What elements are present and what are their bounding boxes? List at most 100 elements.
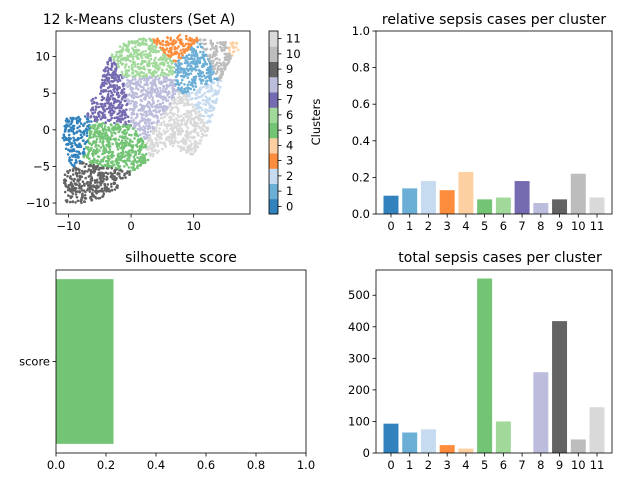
scatter-point <box>194 39 198 43</box>
scatter-point <box>157 89 160 93</box>
scatter-point <box>131 41 135 45</box>
scatter-point <box>211 113 214 117</box>
scatter-point <box>162 107 166 110</box>
scatter-point <box>157 133 161 136</box>
scatter-point <box>189 61 193 64</box>
scatter-point <box>96 165 100 168</box>
scatter-point <box>195 54 199 58</box>
scatter-point <box>172 89 175 92</box>
scatter-point <box>131 66 134 69</box>
scatter-point <box>99 92 103 95</box>
scatter-point <box>220 63 223 66</box>
scatter-point <box>119 73 122 77</box>
scatter-point <box>87 157 91 160</box>
scatter-point <box>93 111 97 114</box>
scatter-point <box>179 68 183 71</box>
scatter-point <box>189 132 192 135</box>
scatter-point <box>103 182 106 186</box>
scatter-point <box>161 68 164 72</box>
scatter-point <box>79 136 83 140</box>
scatter-point <box>118 106 122 109</box>
scatter-point <box>184 134 187 137</box>
scatter-point <box>105 107 108 111</box>
colorbar-segment <box>269 92 278 108</box>
colorbar-tick-label: 6 <box>286 108 293 122</box>
scatter-point <box>219 79 223 83</box>
scatter-point <box>121 149 125 153</box>
scatter-point <box>138 144 142 148</box>
colorbar-segment <box>269 122 278 139</box>
bar-8 <box>533 372 549 453</box>
scatter-point <box>217 68 220 71</box>
scatter-point <box>101 195 104 198</box>
scatter-point <box>128 99 131 102</box>
scatter-point <box>101 74 105 78</box>
scatter-point <box>66 153 70 156</box>
scatter-point <box>140 61 144 65</box>
scatter-point <box>77 115 80 119</box>
scatter-point <box>85 134 89 137</box>
scatter-point <box>118 55 121 59</box>
scatter-point <box>203 60 207 63</box>
scatter-point <box>125 144 128 147</box>
ytick-label: 0.8 <box>352 61 370 75</box>
scatter-point <box>164 105 168 108</box>
scatter-point <box>74 117 78 120</box>
scatter-point <box>97 197 100 200</box>
bar-6 <box>495 197 511 214</box>
bar-4 <box>458 171 474 214</box>
scatter-point <box>169 111 173 115</box>
scatter-point <box>177 115 181 119</box>
scatter-point <box>188 62 191 66</box>
scatter-point <box>151 62 154 65</box>
scatter-point <box>152 152 155 156</box>
scatter-point <box>132 155 136 159</box>
scatter-point <box>118 45 122 48</box>
scatter-point <box>165 113 169 117</box>
scatter-point <box>101 171 104 175</box>
scatter-point <box>165 47 169 50</box>
xtick-label-4: 4 <box>462 458 469 472</box>
scatter-point <box>198 126 201 130</box>
scatter-point <box>101 142 104 145</box>
scatter-point <box>166 136 169 140</box>
scatter-point <box>156 99 160 103</box>
scatter-point <box>165 77 169 80</box>
scatter-point <box>134 48 138 52</box>
scatter-point <box>209 86 212 90</box>
scatter-point <box>211 43 214 47</box>
scatter-point <box>139 126 142 130</box>
scatter-point <box>81 161 84 164</box>
scatter-point <box>127 157 131 160</box>
scatter-point <box>104 121 107 124</box>
scatter-point <box>137 43 141 47</box>
scatter-point <box>71 169 75 172</box>
scatter-point <box>203 63 206 66</box>
scatter-point <box>138 75 141 78</box>
scatter-point <box>206 129 209 133</box>
scatter-point <box>160 82 163 85</box>
scatter-point <box>106 101 109 105</box>
scatter-point <box>117 167 121 170</box>
xtick-label-3: 3 <box>444 458 451 472</box>
scatter-point <box>71 173 75 176</box>
scatter-point <box>117 99 120 103</box>
silhouette-bar <box>56 279 114 444</box>
scatter-point <box>139 137 143 140</box>
scatter-point <box>152 74 155 77</box>
scatter-point <box>169 142 172 146</box>
scatter-point <box>87 168 91 171</box>
scatter-point <box>166 36 169 40</box>
scatter-point <box>109 56 112 60</box>
scatter-point <box>113 70 117 74</box>
scatter-point <box>191 130 195 133</box>
scatter-point <box>200 94 204 97</box>
scatter-point <box>92 195 96 198</box>
scatter-point <box>68 156 71 159</box>
scatter-point <box>76 190 79 193</box>
scatter-point <box>164 87 168 91</box>
scatter-point <box>193 123 196 126</box>
scatter-point <box>148 151 151 155</box>
xtick-label-2: 2 <box>425 219 432 233</box>
scatter-point <box>234 41 238 45</box>
